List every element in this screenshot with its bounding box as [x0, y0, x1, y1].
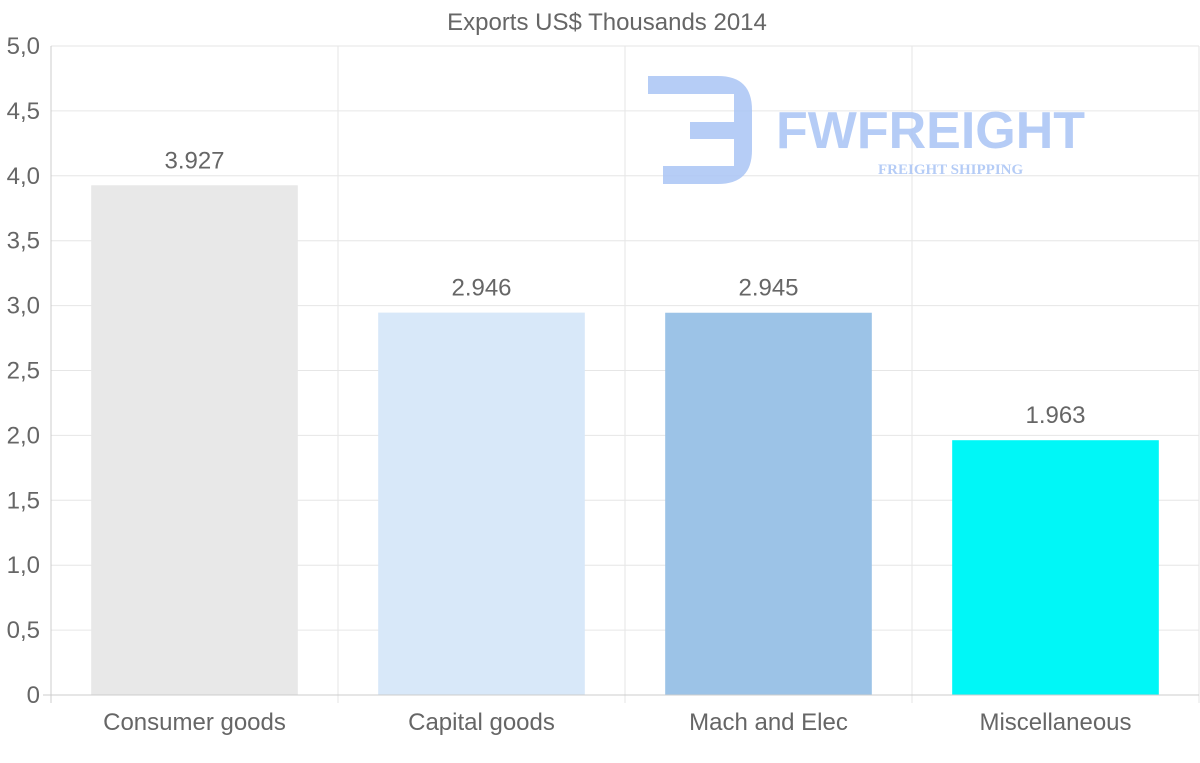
- bar: [952, 440, 1159, 695]
- bars: [91, 185, 1159, 696]
- y-tick-label: 5,0: [7, 33, 40, 60]
- y-tick-label: 0,5: [7, 617, 40, 644]
- y-tick-label: 4,5: [7, 98, 40, 125]
- y-tick-label: 1,5: [7, 487, 40, 514]
- y-tick-label: 3,5: [7, 228, 40, 255]
- bar-value-label: 3.927: [164, 147, 224, 174]
- bar: [91, 185, 298, 696]
- watermark-logo: FWFREIGHT FREIGHT SHIPPING: [648, 76, 1085, 184]
- watermark-logo-icon: [648, 76, 752, 184]
- labels: 0 0,5 1,0 1,5 2,0 2,5 3,0 3,5 4,0 4,5 5,0 3.927 Cons…: [7, 33, 1132, 736]
- watermark-name: FWFREIGHT: [776, 102, 1085, 160]
- chart-title: Exports US$ Thousands 2014: [447, 9, 767, 36]
- x-category-label: Mach and Elec: [689, 709, 848, 736]
- y-tick-label: 1,0: [7, 552, 40, 579]
- bar-value-label: 1.963: [1025, 402, 1085, 429]
- x-category-label: Consumer goods: [103, 709, 286, 736]
- y-tick-label: 2,5: [7, 358, 40, 385]
- watermark-tagline: FREIGHT SHIPPING: [878, 162, 1023, 178]
- y-tick-label: 3,0: [7, 293, 40, 320]
- y-tick-label: 2,0: [7, 422, 40, 449]
- y-tick-label: 0: [27, 682, 40, 709]
- x-category-label: Capital goods: [408, 709, 555, 736]
- bar: [378, 312, 585, 695]
- bar-value-label: 2.945: [738, 275, 798, 302]
- bar-value-label: 2.946: [451, 275, 511, 302]
- y-tick-label: 4,0: [7, 163, 40, 190]
- x-category-label: Miscellaneous: [979, 709, 1131, 736]
- bar: [665, 312, 872, 695]
